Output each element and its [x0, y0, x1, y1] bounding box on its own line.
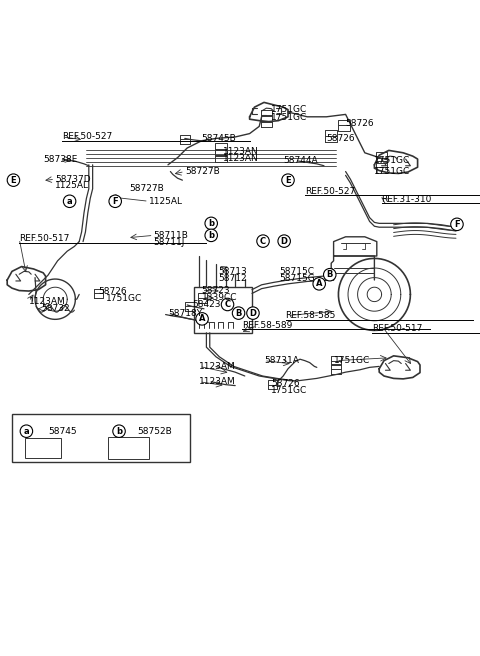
Text: 1751GC: 1751GC: [271, 113, 308, 122]
Text: 58726: 58726: [326, 134, 355, 143]
Circle shape: [20, 425, 33, 438]
Text: REF.50-517: REF.50-517: [372, 325, 422, 333]
Text: 58727B: 58727B: [130, 184, 164, 194]
Text: F: F: [454, 220, 460, 229]
Text: 58713: 58713: [218, 267, 247, 276]
Text: 58715G: 58715G: [279, 274, 315, 283]
Text: 1125AL: 1125AL: [55, 182, 89, 190]
Bar: [194, 287, 252, 333]
Text: 58752B: 58752B: [137, 426, 171, 436]
Bar: [25, 438, 61, 458]
Text: a: a: [24, 426, 29, 436]
Text: 58737D: 58737D: [55, 174, 91, 184]
Text: REF.31-310: REF.31-310: [382, 195, 432, 204]
Circle shape: [257, 235, 269, 247]
Text: A: A: [199, 314, 205, 323]
Text: 58712: 58712: [218, 274, 247, 283]
Text: B: B: [235, 308, 242, 318]
Text: B: B: [326, 270, 333, 279]
Text: 1751GC: 1751GC: [271, 105, 308, 114]
Circle shape: [205, 229, 217, 241]
Text: C: C: [225, 300, 230, 309]
Text: 58732: 58732: [41, 304, 70, 314]
Text: 1339CC: 1339CC: [202, 293, 237, 302]
Text: 1123AN: 1123AN: [223, 154, 259, 163]
Text: 58731A: 58731A: [264, 356, 299, 365]
Text: b: b: [208, 231, 214, 240]
Circle shape: [63, 195, 76, 207]
Text: E: E: [285, 176, 291, 184]
Text: 1751GC: 1751GC: [106, 294, 142, 302]
Bar: [12, 415, 190, 462]
Circle shape: [324, 268, 336, 281]
Circle shape: [196, 313, 208, 325]
Text: 58715C: 58715C: [279, 267, 314, 276]
Bar: [108, 438, 149, 459]
Text: 58738E: 58738E: [43, 155, 78, 163]
Text: REF.50-527: REF.50-527: [305, 187, 355, 195]
Text: E: E: [11, 176, 16, 184]
Text: REF.58-589: REF.58-589: [242, 321, 293, 330]
Circle shape: [232, 307, 245, 319]
Text: REF.50-527: REF.50-527: [62, 133, 113, 142]
Text: b: b: [208, 219, 214, 228]
Text: 58744A: 58744A: [283, 157, 318, 165]
Text: REF.58-585: REF.58-585: [286, 312, 336, 321]
Circle shape: [282, 174, 294, 186]
Text: 58723: 58723: [202, 286, 230, 295]
Text: A: A: [316, 279, 323, 289]
Text: 58726: 58726: [271, 379, 300, 388]
Text: 1751GC: 1751GC: [374, 157, 411, 165]
Text: 58726: 58726: [346, 119, 374, 129]
Circle shape: [313, 277, 325, 290]
Text: 1125AL: 1125AL: [149, 197, 183, 206]
Circle shape: [109, 195, 121, 207]
Text: 58727B: 58727B: [185, 167, 219, 176]
Text: 1751GC: 1751GC: [334, 356, 370, 365]
Text: 1123AM: 1123AM: [199, 377, 236, 386]
Text: 58711J: 58711J: [154, 237, 185, 247]
Circle shape: [247, 307, 259, 319]
Text: 1751GC: 1751GC: [374, 167, 411, 176]
Circle shape: [278, 235, 290, 247]
Circle shape: [7, 174, 20, 186]
Text: 1751GC: 1751GC: [271, 386, 308, 395]
Text: 1123AM: 1123AM: [29, 297, 66, 306]
Text: 58423: 58423: [192, 300, 220, 310]
Text: C: C: [260, 237, 266, 245]
Text: REF.50-517: REF.50-517: [19, 234, 70, 243]
Text: 58718Y: 58718Y: [168, 309, 202, 318]
Text: b: b: [116, 426, 122, 436]
Text: 1123AN: 1123AN: [223, 147, 259, 156]
Circle shape: [113, 425, 125, 438]
Text: D: D: [281, 237, 288, 245]
Text: F: F: [112, 197, 118, 206]
Text: 58745B: 58745B: [202, 134, 236, 143]
Text: 58726: 58726: [98, 287, 127, 297]
Text: a: a: [67, 197, 72, 206]
Text: 58745: 58745: [48, 426, 77, 436]
Text: D: D: [250, 308, 256, 318]
Text: 1123AM: 1123AM: [199, 362, 236, 371]
Circle shape: [205, 217, 217, 230]
Circle shape: [221, 298, 234, 311]
Text: 58711B: 58711B: [154, 231, 189, 240]
Circle shape: [451, 218, 463, 230]
